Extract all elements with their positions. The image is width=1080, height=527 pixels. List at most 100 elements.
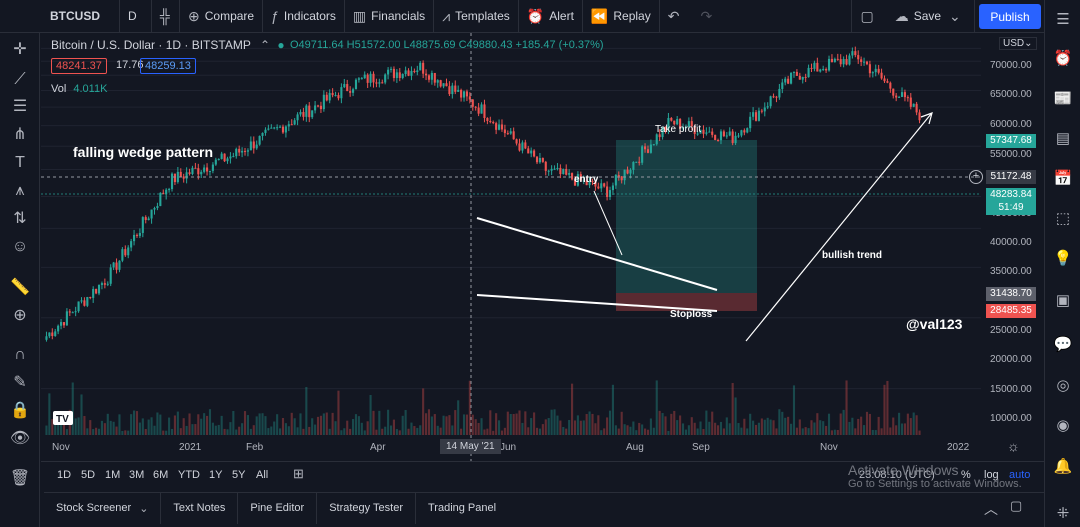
volume-bar <box>363 430 366 435</box>
range-5d[interactable]: 5D <box>81 469 96 481</box>
help-icon[interactable]: ⁜ <box>1056 505 1070 522</box>
interval-button[interactable]: D <box>120 0 152 33</box>
candle-body <box>825 69 828 71</box>
eye-icon[interactable]: 👁 <box>9 430 31 447</box>
tab-strategy-tester[interactable]: Strategy Tester <box>317 492 416 524</box>
volume-bar <box>252 425 255 435</box>
volume-bar <box>159 414 162 435</box>
volume-bar <box>185 425 188 435</box>
range-5y[interactable]: 5Y <box>232 469 246 481</box>
ideas-bulb-icon[interactable]: 💡 <box>1053 250 1073 267</box>
stoploss-label[interactable]: Stoploss <box>670 309 713 320</box>
utc-clock[interactable]: 23:08:10 (UTC) <box>859 469 935 481</box>
symbol-search[interactable]: BTCUSD <box>0 0 120 33</box>
maximize-panel-icon[interactable]: ▢ <box>1010 498 1023 513</box>
financials-button[interactable]: ▥ Financials <box>345 0 435 33</box>
volume-bar <box>687 425 690 435</box>
alerts-clock-icon[interactable]: ⏰ <box>1053 50 1073 67</box>
collapse-panel-icon[interactable]: ︿ <box>984 501 998 517</box>
trendline-icon[interactable]: ⟋ <box>14 71 26 88</box>
range-1y[interactable]: 1Y <box>209 469 223 481</box>
auto-scale-toggle[interactable]: auto <box>1009 469 1031 481</box>
percent-scale-toggle[interactable]: % <box>961 469 971 481</box>
calendar-icon[interactable]: 📅 <box>1053 170 1073 187</box>
publish-button[interactable]: Publish <box>979 4 1041 29</box>
pattern-icon[interactable]: ⩚ <box>15 182 25 199</box>
ask-price[interactable]: 48259.13 <box>140 58 196 74</box>
candle-body <box>392 68 395 78</box>
volume-bar <box>287 426 290 435</box>
notifications-icon[interactable]: 🔔 <box>1053 458 1073 475</box>
range-3m[interactable]: 3M <box>129 469 145 481</box>
crosshair-price-tag[interactable]: 51172.48 <box>986 170 1036 184</box>
signal-icon[interactable]: ◎ <box>1056 377 1070 394</box>
broadcast-icon[interactable]: ◉ <box>1056 417 1070 434</box>
price-tag-entry[interactable]: 31438.70 <box>986 287 1036 301</box>
take-profit-label[interactable]: Take profit <box>655 124 702 135</box>
goto-date-icon[interactable]: ⊞ <box>293 466 304 481</box>
bid-price[interactable]: 48241.37 <box>51 58 107 74</box>
range-ytd[interactable]: YTD <box>178 469 200 481</box>
range-6m[interactable]: 6M <box>153 469 169 481</box>
price-tag-high[interactable]: 57347.68 <box>986 134 1036 148</box>
news-icon[interactable]: 📰 <box>1053 90 1073 107</box>
entry-label[interactable]: entry <box>574 174 599 185</box>
horizontal-lines-icon[interactable]: ☰ <box>12 98 28 115</box>
tab-stock-screener[interactable]: Stock Screener ⌄ <box>44 492 162 524</box>
pattern-annotation[interactable]: falling wedge pattern <box>73 144 214 160</box>
ruler-icon[interactable]: 📏 <box>10 279 30 296</box>
data-window-icon[interactable]: ▤ <box>1055 130 1071 147</box>
text-icon[interactable]: T <box>15 154 25 171</box>
trend-label[interactable]: bullish trend <box>822 250 882 261</box>
range-1d[interactable]: 1D <box>57 469 72 481</box>
streams-icon[interactable]: ▣ <box>1055 292 1071 309</box>
tab-trading-panel[interactable]: Trading Panel <box>416 493 508 524</box>
indicators-button[interactable]: ƒ Indicators <box>263 0 345 33</box>
log-scale-toggle[interactable]: log <box>984 469 999 481</box>
replay-button[interactable]: ⏪ Replay <box>583 0 660 33</box>
add-alert-icon[interactable]: + <box>969 170 983 184</box>
trash-icon[interactable]: 🗑 <box>9 470 31 487</box>
last-price-tag[interactable]: 48283.84 <box>986 188 1036 202</box>
volume-bar <box>369 394 372 435</box>
pitchfork-icon[interactable]: ⋔ <box>13 126 27 143</box>
currency-selector[interactable]: USD⌄ <box>999 37 1037 50</box>
magnet-icon[interactable]: ∩ <box>14 346 26 363</box>
hide-legend-icon[interactable]: ⌃ <box>259 38 271 52</box>
bar-style-button[interactable]: ╬ <box>152 0 180 33</box>
candle-body <box>652 144 655 146</box>
watchlist-icon[interactable]: ☰ <box>1056 11 1070 28</box>
smiley-icon[interactable]: ☺ <box>11 238 29 255</box>
volume-bar <box>346 420 349 435</box>
alert-button[interactable]: ⏰ Alert <box>519 0 583 33</box>
lock-drawing-icon[interactable]: ✎ <box>13 374 27 391</box>
chart-canvas[interactable]: TV <box>41 33 1044 461</box>
layout-button[interactable]: ▢ <box>852 0 886 33</box>
range-1m[interactable]: 1M <box>105 469 121 481</box>
save-button[interactable]: ☁ Save ⌄ <box>887 0 975 33</box>
undo-button[interactable]: ↶ <box>660 0 693 33</box>
volume-bar <box>74 418 77 435</box>
grid-lines <box>41 47 981 390</box>
author-label[interactable]: @val123 <box>906 316 963 332</box>
crosshair-icon[interactable]: ✛ <box>13 41 27 58</box>
price-tag-stop[interactable]: 28485.35 <box>986 304 1036 318</box>
tab-pine-editor[interactable]: Pine Editor <box>238 492 318 524</box>
lock-icon[interactable]: 🔒 <box>10 402 30 419</box>
candle-body <box>918 112 921 121</box>
range-all[interactable]: All <box>256 469 269 481</box>
price-chart[interactable]: TV <box>41 33 1044 461</box>
compare-button[interactable]: ⊕ Compare <box>180 0 264 33</box>
templates-button[interactable]: ⩘ Templates <box>434 0 519 33</box>
zoom-in-icon[interactable]: ⊕ <box>13 307 27 324</box>
hotlist-icon[interactable]: ⬚ <box>1055 210 1071 227</box>
chat-icon[interactable]: 💬 <box>1053 336 1073 353</box>
templates-icon: ⩘ <box>442 7 451 24</box>
tab-text-notes[interactable]: Text Notes <box>161 492 239 524</box>
volume-bar <box>372 410 375 435</box>
prediction-icon[interactable]: ⇅ <box>13 210 27 227</box>
candle-body <box>106 283 109 285</box>
volume-bar <box>62 420 66 435</box>
axis-settings-icon[interactable]: ☼ <box>1007 438 1020 454</box>
redo-button[interactable]: ↷ <box>692 0 853 33</box>
